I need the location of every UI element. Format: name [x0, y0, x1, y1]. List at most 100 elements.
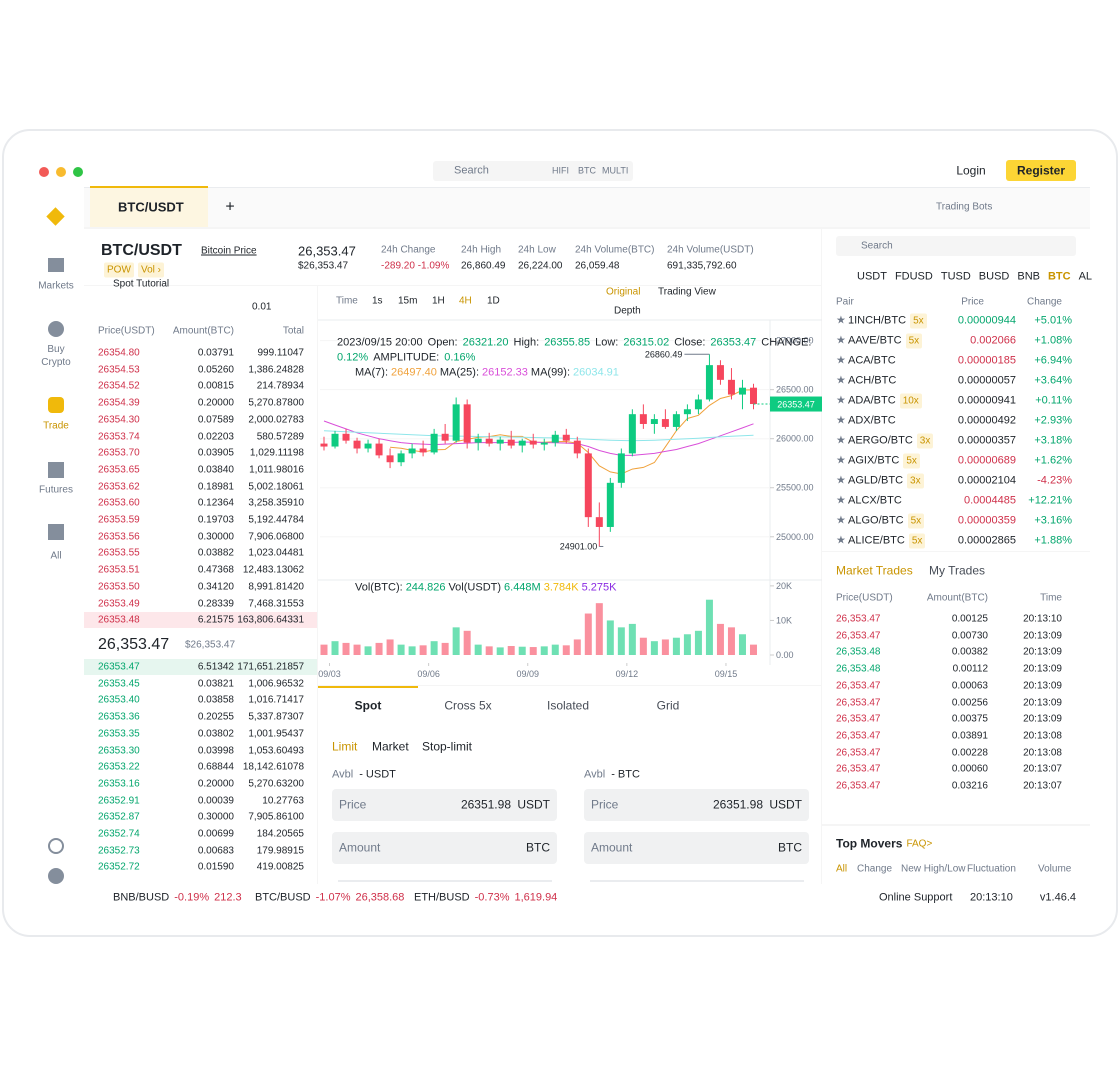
quote-tab[interactable]: TUSD: [940, 270, 971, 283]
favorite-star[interactable]: ★: [836, 514, 846, 527]
buy-slider[interactable]: [338, 880, 552, 882]
order-tab[interactable]: Grid: [656, 698, 680, 713]
quote-tab[interactable]: AL: [1078, 270, 1093, 283]
order-tab[interactable]: Spot: [354, 698, 382, 713]
quote-tab[interactable]: BNB: [1017, 270, 1040, 283]
minimize-dot[interactable]: [56, 167, 66, 177]
vol-name: Vol(BTC):: [355, 581, 403, 594]
chart-view[interactable]: Trading View: [658, 286, 716, 298]
register-button[interactable]: [1006, 160, 1076, 181]
favorite-star[interactable]: ★: [836, 314, 846, 327]
price-input-value[interactable]: 26351.98: [712, 797, 763, 812]
favorite-star[interactable]: ★: [836, 474, 846, 487]
favorite-star[interactable]: ★: [836, 434, 846, 447]
search-tag[interactable]: BTC: [578, 165, 596, 176]
favorite-star[interactable]: ★: [836, 454, 846, 467]
interval[interactable]: 4H: [459, 295, 472, 307]
favorite-star[interactable]: ★: [836, 534, 846, 547]
quote-tab[interactable]: FDUSD: [894, 270, 933, 283]
login-link[interactable]: Login: [956, 163, 986, 178]
favorite-star[interactable]: ★: [836, 354, 846, 367]
quote-tab[interactable]: BTC: [1047, 270, 1071, 283]
register-label[interactable]: Register: [1016, 163, 1066, 178]
movers-tab[interactable]: New High/Low: [901, 863, 966, 875]
sync-icon[interactable]: [48, 838, 64, 854]
sidebar-item[interactable]: Markets: [38, 280, 74, 292]
market-search-placeholder[interactable]: Search: [861, 240, 893, 252]
sell-price-input[interactable]: [584, 789, 809, 821]
sidebar-item[interactable]: Trade: [43, 420, 69, 432]
market-search[interactable]: [836, 236, 1076, 256]
interval[interactable]: 1H: [432, 295, 445, 307]
search-box[interactable]: [433, 161, 633, 181]
quote-tab[interactable]: BUSD: [978, 270, 1010, 283]
add-tab[interactable]: +: [225, 198, 235, 216]
trade-amount: 0.03891: [951, 730, 988, 742]
quote-tab[interactable]: USDT: [857, 270, 887, 283]
market-pair: ADA/BTC 10x: [848, 393, 922, 409]
book-price: 26353.47: [98, 661, 140, 673]
interval[interactable]: 1D: [487, 295, 500, 307]
movers-tab[interactable]: Volume: [1038, 863, 1072, 875]
chart-view[interactable]: Original: [606, 286, 641, 298]
movers-tab[interactable]: Change: [857, 863, 893, 875]
interval[interactable]: 15m: [398, 295, 418, 307]
input-unit: BTC: [778, 840, 802, 855]
ticker-price: 26,358.68: [355, 891, 405, 904]
sidebar-item[interactable]: Buy Crypto: [41, 344, 71, 368]
candle-body: [441, 433, 449, 441]
order-type[interactable]: Stop-limit: [422, 739, 473, 754]
tick-size[interactable]: 0.01: [252, 301, 272, 313]
market-price: 0.00000689: [957, 454, 1016, 467]
favorite-star[interactable]: ★: [836, 494, 846, 507]
close-dot[interactable]: [39, 167, 49, 177]
maximize-dot[interactable]: [73, 167, 83, 177]
volume-bar: [485, 646, 493, 655]
search-tag[interactable]: MULTI: [602, 165, 629, 176]
sidebar-item[interactable]: All: [50, 550, 62, 562]
candle-body: [320, 443, 328, 447]
sell-amount-input[interactable]: [584, 832, 809, 864]
trades-tab[interactable]: Market Trades: [836, 563, 913, 578]
favorite-star[interactable]: ★: [836, 374, 846, 387]
trade-icon[interactable]: [48, 397, 64, 413]
sell-slider[interactable]: [590, 880, 804, 882]
field-value: 26315.02: [623, 336, 670, 349]
spot-tutorial[interactable]: Spot Tutorial: [113, 278, 170, 290]
movers-tab[interactable]: Fluctuation: [967, 863, 1016, 875]
order-tab[interactable]: Cross 5x: [444, 698, 492, 713]
symbol-link[interactable]: Bitcoin Price: [201, 245, 257, 257]
interval[interactable]: 1s: [372, 295, 383, 307]
online-support[interactable]: Online Support: [879, 891, 953, 904]
trades-tab[interactable]: My Trades: [929, 563, 986, 578]
volume-bar: [331, 641, 339, 655]
book-amount: 0.03858: [197, 694, 234, 706]
order-type[interactable]: Market: [372, 739, 409, 754]
tab-title[interactable]: BTC/USDT: [118, 199, 184, 215]
trade-price: 26,353.47: [836, 613, 881, 625]
leverage-tag: 5x: [907, 513, 925, 529]
sidebar-item[interactable]: Futures: [39, 484, 73, 496]
search-tag[interactable]: HIFI: [552, 165, 569, 176]
avbl-label: Avbl: [332, 768, 354, 781]
favorite-star[interactable]: ★: [836, 394, 846, 407]
movers-tab[interactable]: All: [836, 863, 848, 875]
order-tab[interactable]: Isolated: [546, 698, 590, 713]
markets-icon[interactable]: [48, 258, 64, 272]
all-icon[interactable]: [48, 524, 64, 540]
buy-price-input[interactable]: [332, 789, 557, 821]
trading-bots[interactable]: Trading Bots: [936, 201, 993, 213]
favorite-star[interactable]: ★: [836, 414, 846, 427]
buy-crypto-icon[interactable]: [48, 321, 64, 337]
buy-amount-input[interactable]: [332, 832, 557, 864]
favorite-star[interactable]: ★: [836, 334, 846, 347]
price-input-value[interactable]: 26351.98: [460, 797, 511, 812]
active-tab[interactable]: [90, 186, 208, 229]
settings-icon[interactable]: [48, 868, 64, 884]
symbol-tag: Vol ›: [138, 262, 165, 278]
order-type[interactable]: Limit: [332, 739, 358, 754]
futures-icon[interactable]: [48, 462, 64, 478]
ticker-pair: BTC/BUSD: [255, 891, 311, 904]
search-placeholder[interactable]: Search: [454, 164, 489, 177]
chart-view[interactable]: Depth: [614, 305, 641, 317]
